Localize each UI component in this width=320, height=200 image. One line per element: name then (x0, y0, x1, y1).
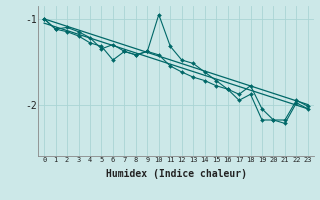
X-axis label: Humidex (Indice chaleur): Humidex (Indice chaleur) (106, 169, 246, 179)
